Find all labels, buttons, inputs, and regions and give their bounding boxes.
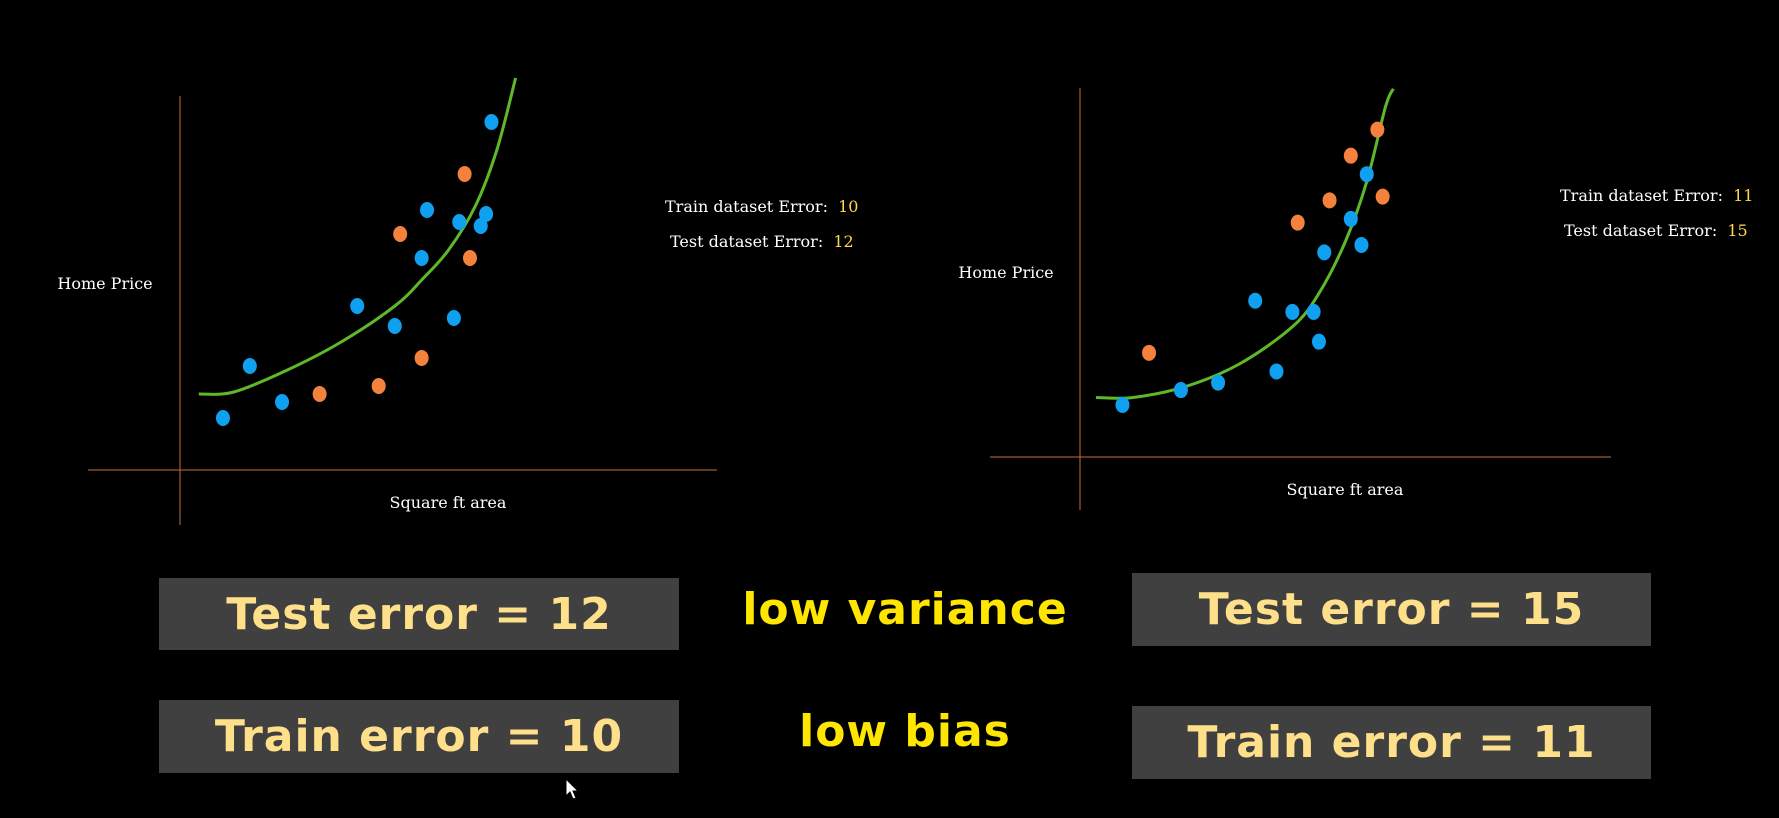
chart-right-train-error-value: 11	[1733, 186, 1753, 205]
chart-left-test-point-1	[371, 378, 386, 394]
right-test-error-box: Test error = 15	[1132, 573, 1651, 646]
left-test-error-box: Test error = 12	[159, 578, 679, 650]
chart-left-test-point-3	[414, 350, 429, 366]
chart-left-train-point-3	[350, 298, 365, 314]
chart-right-train-point-5	[1285, 303, 1300, 320]
chart-right-test-point-0	[1142, 344, 1157, 361]
chart-left-test-error: Test dataset Error: 12	[670, 232, 854, 251]
chart-right-xlabel: Square ft area	[1287, 480, 1404, 499]
chart-left-train-point-2	[275, 394, 290, 410]
chart-right-points	[1115, 121, 1390, 413]
chart-left-train-point-5	[414, 250, 429, 266]
chart-left-train-point-1	[242, 358, 257, 374]
chart-right-test-point-1	[1290, 214, 1305, 231]
chart-left-fit-curve	[198, 77, 518, 396]
chart-right-train-point-1	[1173, 382, 1188, 399]
chart-right-test-error-value: 15	[1727, 221, 1747, 240]
mouse-cursor-icon	[565, 778, 580, 800]
chart-right-train-point-7	[1317, 244, 1332, 261]
chart-right-train-point-11	[1354, 236, 1369, 253]
chart-right-train-point-4	[1269, 363, 1284, 380]
chart-left-train-point-4	[387, 318, 402, 334]
chart-left-test-point-2	[393, 226, 408, 242]
low-variance-label: low variance	[742, 584, 1068, 635]
chart-right-test-point-2	[1322, 192, 1337, 209]
chart-right-train-error-label: Train dataset Error:	[1560, 186, 1723, 205]
chart-left-test-point-0	[312, 386, 327, 402]
left-train-error-box: Train error = 10	[159, 700, 679, 773]
chart-right-test-error: Test dataset Error: 15	[1564, 221, 1748, 240]
chart-left-train-point-8	[452, 214, 467, 230]
chart-right-train-point-0	[1115, 396, 1130, 413]
chart-left-ylabel: Home Price	[57, 274, 152, 293]
chart-left-train-point-11	[484, 114, 499, 130]
chart-left-points	[215, 114, 499, 426]
chart-left: Home Price Square ft area Train dataset …	[57, 77, 858, 525]
chart-right-train-error: Train dataset Error: 11	[1560, 186, 1753, 205]
chart-right-test-error-label: Test dataset Error:	[1564, 221, 1717, 240]
chart-left-train-error-value: 10	[838, 197, 858, 216]
chart-left-train-error: Train dataset Error: 10	[665, 197, 858, 216]
chart-left-train-error-label: Train dataset Error:	[665, 197, 828, 216]
chart-left-test-error-label: Test dataset Error:	[670, 232, 823, 251]
chart-right-fit-curve	[1095, 88, 1395, 400]
right-train-error-box: Train error = 11	[1132, 706, 1651, 779]
chart-right-train-point-2	[1211, 374, 1226, 391]
chart-right-train-point-9	[1343, 210, 1358, 227]
chart-left-train-point-10	[479, 206, 494, 222]
chart-left-xlabel: Square ft area	[390, 493, 507, 512]
chart-right-test-point-3	[1343, 147, 1358, 164]
chart-right-test-point-5	[1375, 188, 1390, 205]
chart-left-train-point-7	[446, 310, 461, 326]
chart-right-train-point-6	[1311, 333, 1326, 350]
chart-left-train-point-6	[420, 202, 435, 218]
chart-left-test-error-value: 12	[833, 232, 853, 251]
chart-right: Home Price Square ft area Train dataset …	[958, 88, 1753, 510]
chart-right-train-point-8	[1306, 303, 1321, 320]
low-bias-label: low bias	[799, 706, 1011, 757]
chart-right-test-point-4	[1370, 121, 1385, 138]
chart-right-ylabel: Home Price	[958, 263, 1053, 282]
chart-left-train-point-9	[473, 218, 488, 234]
chart-left-test-point-5	[462, 250, 477, 266]
chart-left-test-point-4	[457, 166, 472, 182]
charts-area: Home Price Square ft area Train dataset …	[57, 77, 1753, 525]
chart-right-train-point-10	[1359, 166, 1374, 183]
chart-right-train-point-3	[1248, 292, 1263, 309]
chart-left-train-point-0	[215, 410, 230, 426]
